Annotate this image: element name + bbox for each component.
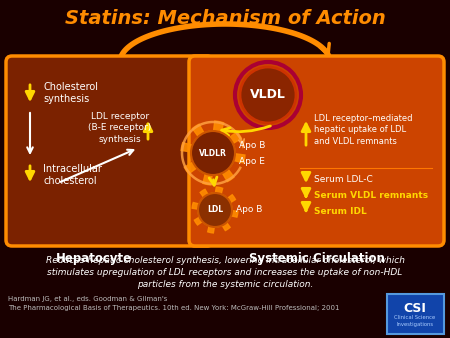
Text: LDL receptor
(B-E receptor)
synthesis: LDL receptor (B-E receptor) synthesis [88, 113, 152, 144]
Text: LDL: LDL [207, 206, 223, 215]
Text: stimulates upregulation of LDL receptors and increases the uptake of non-HDL: stimulates upregulation of LDL receptors… [47, 268, 403, 277]
Circle shape [240, 67, 296, 123]
Text: Intracellular
cholesterol: Intracellular cholesterol [43, 164, 102, 186]
Text: Serum LDL-C: Serum LDL-C [314, 174, 373, 184]
Text: particles from the systemic circulation.: particles from the systemic circulation. [137, 280, 313, 289]
FancyBboxPatch shape [387, 294, 444, 334]
Text: Apo B: Apo B [236, 206, 262, 215]
Text: Statins: Mechanism of Action: Statins: Mechanism of Action [65, 8, 385, 27]
Text: LDL receptor–mediated
hepatic uptake of LDL
and VLDL remnants: LDL receptor–mediated hepatic uptake of … [314, 114, 413, 146]
Polygon shape [192, 187, 238, 233]
Text: Hepatocyte: Hepatocyte [56, 252, 132, 265]
Text: Apo E: Apo E [239, 156, 265, 166]
Text: Systemic Circulation: Systemic Circulation [248, 252, 384, 265]
Text: CSI: CSI [404, 301, 427, 314]
Text: Cholesterol
synthesis: Cholesterol synthesis [43, 82, 98, 104]
Polygon shape [181, 121, 245, 185]
Text: Serum IDL: Serum IDL [314, 207, 367, 216]
Text: Reduces hepatic cholesterol synthesis, lowering intracellular cholesterol, which: Reduces hepatic cholesterol synthesis, l… [45, 256, 405, 265]
Circle shape [191, 131, 235, 175]
Text: The Pharmacological Basis of Therapeutics. 10th ed. New York: McGraw-Hill Profes: The Pharmacological Basis of Therapeutic… [8, 305, 339, 311]
FancyBboxPatch shape [189, 56, 444, 246]
Text: Clinical Science
Investigations: Clinical Science Investigations [394, 315, 436, 327]
Text: Hardman JG, et al., eds. Goodman & Gilman's: Hardman JG, et al., eds. Goodman & Gilma… [8, 296, 167, 302]
Text: Serum VLDL remnants: Serum VLDL remnants [314, 192, 428, 200]
Circle shape [198, 193, 232, 227]
Text: Apo B: Apo B [239, 141, 266, 149]
FancyBboxPatch shape [6, 56, 213, 246]
Text: VLDL: VLDL [250, 89, 286, 101]
Text: VLDLR: VLDLR [199, 148, 227, 158]
